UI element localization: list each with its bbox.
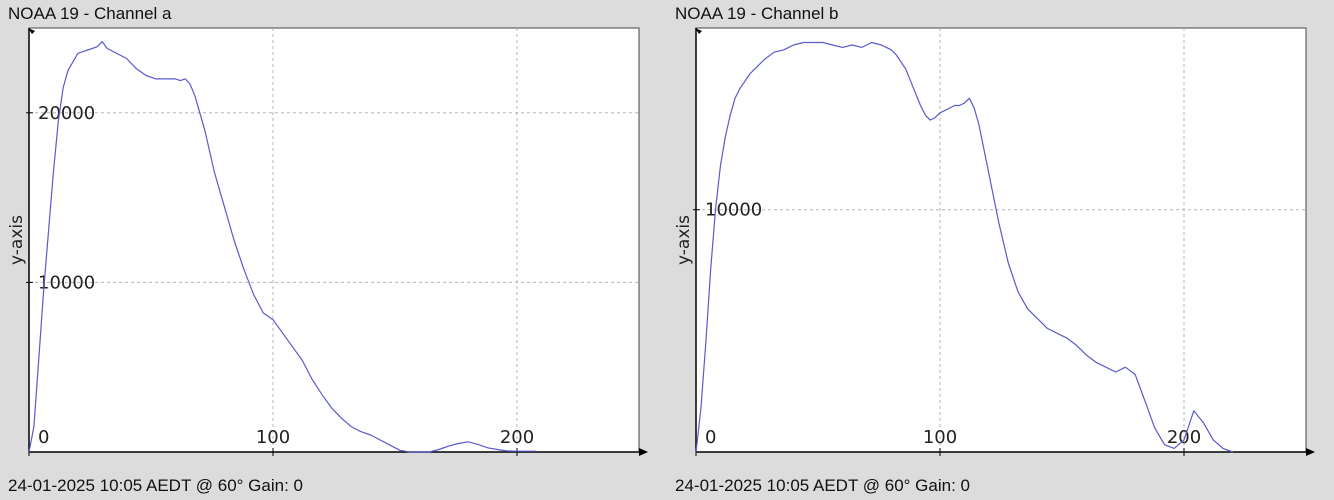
chart-title: NOAA 19 - Channel a bbox=[8, 4, 172, 23]
chart-title: NOAA 19 - Channel b bbox=[675, 4, 839, 23]
chart-plot-channel-a: 0 100 200 10000 20000 y-axis bbox=[7, 27, 648, 456]
y-tick-label: 10000 bbox=[705, 200, 762, 221]
y-tick-label: 10000 bbox=[38, 272, 95, 293]
series-line bbox=[695, 41, 1234, 453]
x-tick-label: 0 bbox=[705, 427, 716, 448]
y-axis-arrow bbox=[695, 28, 702, 34]
chart-footer-timestamp: 24-01-2025 10:05 AEDT @ 60° Gain: 0 bbox=[675, 476, 970, 495]
plot-area bbox=[695, 27, 1307, 453]
y-tick-label: 20000 bbox=[38, 103, 95, 124]
x-tick-label: 100 bbox=[256, 427, 290, 448]
series-line bbox=[28, 40, 537, 453]
x-tick-label: 200 bbox=[500, 427, 534, 448]
chart-panel-channel-b: NOAA 19 - Channel b 0 100 200 10000 y-axis 2… bbox=[667, 0, 1334, 500]
x-axis-arrow bbox=[1306, 448, 1315, 456]
plot-area bbox=[28, 27, 640, 453]
y-axis-label: y-axis bbox=[7, 215, 27, 265]
chart-panel-channel-a: NOAA 19 - Channel a 0 100 200 10000 20000 y-a… bbox=[7, 4, 648, 495]
chart-plot-channel-b: 0 100 200 10000 y-axis bbox=[674, 27, 1315, 456]
x-tick-label: 200 bbox=[1167, 427, 1201, 448]
x-axis-arrow bbox=[639, 448, 648, 456]
x-tick-label: 100 bbox=[923, 427, 957, 448]
y-axis-label: y-axis bbox=[674, 215, 694, 265]
chart-footer-timestamp: 24-01-2025 10:05 AEDT @ 60° Gain: 0 bbox=[8, 476, 303, 495]
x-tick-label: 0 bbox=[38, 427, 49, 448]
y-axis-arrow bbox=[28, 28, 35, 34]
